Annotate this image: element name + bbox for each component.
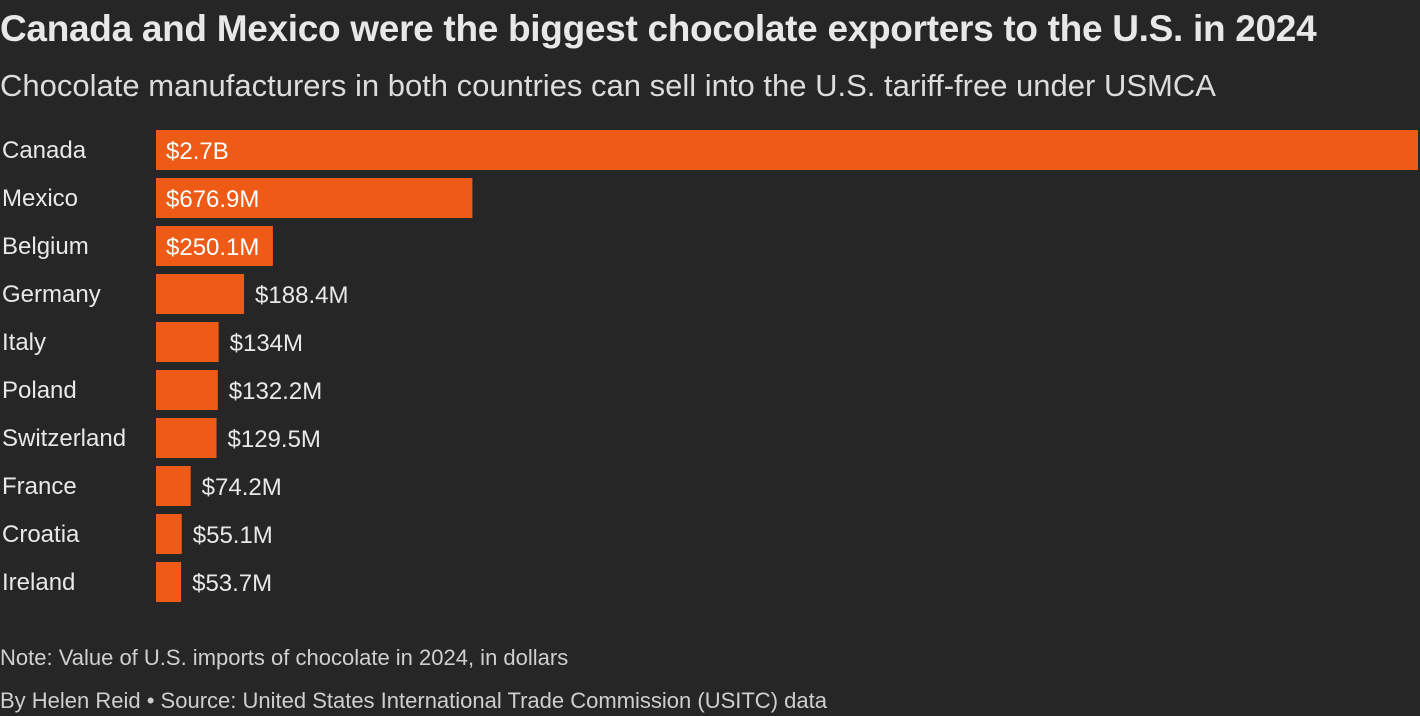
category-label: Mexico xyxy=(2,185,78,212)
bar xyxy=(156,466,191,506)
chart-title: Canada and Mexico were the biggest choco… xyxy=(0,8,1317,49)
bar xyxy=(156,562,182,602)
value-label: $188.4M xyxy=(255,282,348,309)
category-label: Italy xyxy=(2,329,46,356)
bar xyxy=(156,418,217,458)
value-label: $2.7B xyxy=(166,138,229,165)
value-label: $132.2M xyxy=(229,378,322,405)
chart-subtitle: Chocolate manufacturers in both countrie… xyxy=(0,68,1216,103)
bar xyxy=(156,322,219,362)
value-label: $250.1M xyxy=(166,234,259,261)
bar xyxy=(156,226,273,266)
bar xyxy=(156,274,245,314)
category-label: Germany xyxy=(2,281,101,308)
value-label: $676.9M xyxy=(166,186,259,213)
chart-note: Note: Value of U.S. imports of chocolate… xyxy=(0,645,569,670)
value-label: $129.5M xyxy=(228,426,321,453)
bar xyxy=(156,514,182,554)
bar xyxy=(156,130,1418,170)
category-label: Canada xyxy=(2,137,87,164)
bar xyxy=(156,178,473,218)
category-label: Croatia xyxy=(2,521,80,548)
value-label: $55.1M xyxy=(193,522,273,549)
value-label: $53.7M xyxy=(192,570,272,597)
category-label: Switzerland xyxy=(2,425,126,452)
chart-credit: By Helen Reid • Source: United States In… xyxy=(0,688,827,713)
category-label: France xyxy=(2,473,77,500)
category-label: Belgium xyxy=(2,233,89,260)
bar xyxy=(156,370,218,410)
category-label: Poland xyxy=(2,377,77,404)
value-label: $74.2M xyxy=(202,474,282,501)
value-label: $134M xyxy=(230,330,303,357)
category-label: Ireland xyxy=(2,569,75,596)
